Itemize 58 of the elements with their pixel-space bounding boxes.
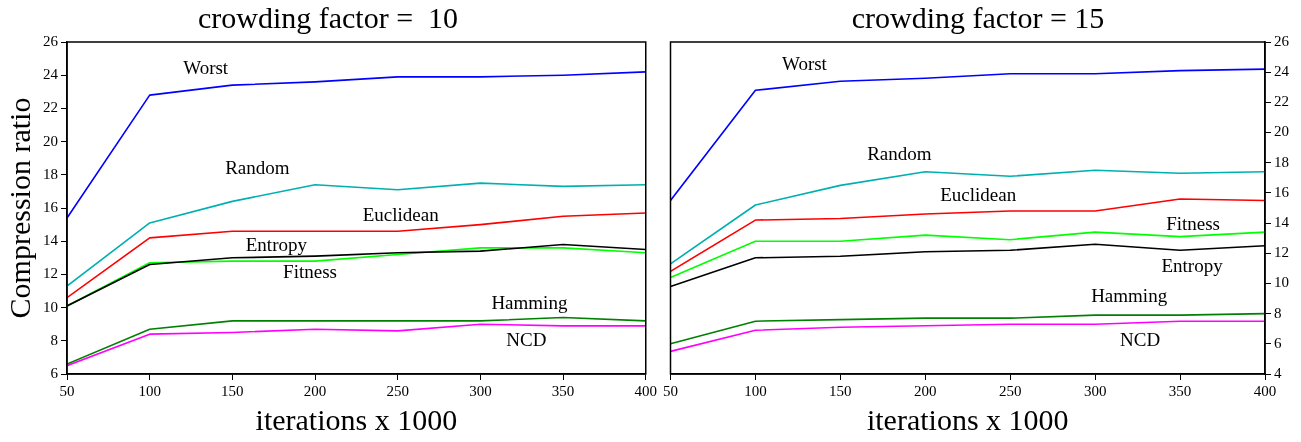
y-tick-label: 6 [50,364,59,381]
series-label: Entropy [1161,255,1224,277]
series-label: Euclidean [362,204,440,226]
x-tick-label: 400 [1253,382,1277,399]
series-label: Random [225,157,290,179]
x-tick-label: 100 [744,382,767,399]
series-label: Hamming [491,291,568,313]
y-tick-label: 12 [43,265,58,282]
series-label: NCD [506,329,547,351]
x-tick-label: 150 [221,382,244,399]
chart-title: crowding factor = 10 [197,0,459,34]
x-tick-label: 100 [138,382,161,399]
y2-tick-label: 8 [1274,304,1282,321]
x-tick-label: 400 [634,382,657,399]
y2-tick-label: 22 [1274,93,1289,110]
series-label: Euclidean [940,184,1017,205]
x-tick-label: 200 [303,382,327,399]
series-label: Fitness [283,261,337,283]
x-tick-label: 300 [1083,382,1107,399]
y2-tick-label: 6 [1274,334,1282,351]
y2-tick-label: 12 [1274,244,1289,261]
y2-tick-label: 4 [1274,364,1282,381]
y-tick-label: 14 [43,232,59,249]
y2-tick-label: 14 [1274,214,1290,231]
y-tick-label: 10 [43,298,58,315]
y2-tick-label: 18 [1274,153,1289,170]
y-axis-title: Compression ratio [2,97,36,319]
x-tick-label: 250 [998,382,1022,399]
x-tick-label: 150 [829,382,852,399]
x-tick-label: 250 [386,382,409,399]
x-tick-label: 350 [551,382,575,399]
x-axis-title: iterations x 1000 [866,402,1069,436]
series-label: Fitness [1166,212,1220,234]
x-tick-label: 200 [914,382,937,399]
y2-tick-label: 24 [1274,63,1290,80]
y2-tick-label: 20 [1274,123,1289,140]
series-label: Hamming [1091,285,1168,307]
series-label: Random [867,143,932,165]
y2-tick-label: 10 [1274,274,1289,291]
y-tick-label: 18 [43,165,58,182]
x-axis-title: iterations x 1000 [255,402,458,436]
x-tick-label: 50 [663,382,678,399]
series-label: Entropy [245,233,308,255]
series-label: Worst [781,53,828,75]
x-tick-label: 350 [1168,382,1192,399]
y-tick-label: 26 [43,32,59,49]
y-tick-label: 8 [50,331,58,348]
y-tick-label: 20 [43,132,58,149]
series-label: Worst [183,57,229,79]
y2-tick-label: 16 [1274,183,1290,200]
series-label: NCD [1120,329,1161,351]
x-tick-label: 300 [469,382,492,399]
y-tick-label: 22 [43,99,58,116]
x-tick-label: 50 [59,382,75,399]
y-tick-label: 16 [43,198,59,215]
chart-title: crowding factor = 15 [851,0,1105,34]
y-tick-label: 24 [43,66,59,83]
y2-tick-label: 26 [1274,32,1290,49]
